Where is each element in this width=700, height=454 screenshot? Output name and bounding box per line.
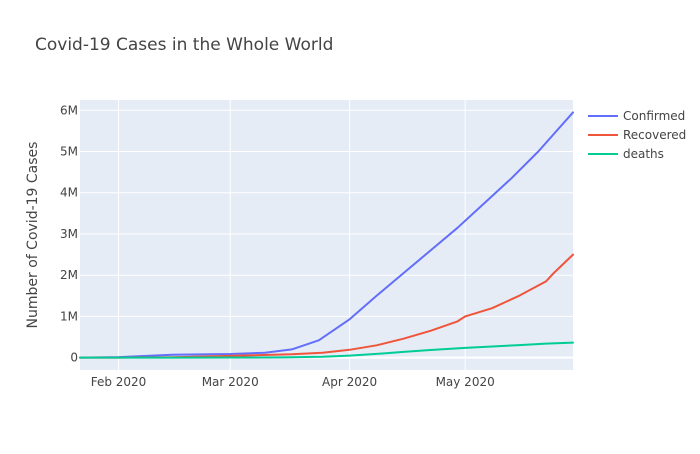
series-line-recovered	[79, 253, 574, 359]
x-tick-label: May 2020	[436, 375, 495, 389]
chart-title: Covid-19 Cases in the Whole World	[35, 35, 333, 55]
y-tick-label: 3M	[60, 227, 78, 241]
y-gridlines	[80, 109, 573, 359]
y-tick-label: 6M	[60, 103, 78, 117]
y-tick-label: 5M	[60, 145, 78, 159]
y-tick-label: 2M	[60, 268, 78, 282]
x-tick-labels: Feb 2020 Mar 2020 Apr 2020 May 2020	[91, 375, 495, 389]
legend-item-recovered[interactable]: Recovered	[588, 128, 686, 142]
y-tick-label: 0	[70, 351, 78, 365]
legend-item-confirmed[interactable]: Confirmed	[588, 109, 685, 123]
x-gridlines	[118, 100, 466, 370]
y-tick-label: 1M	[60, 309, 78, 323]
legend-item-deaths[interactable]: deaths	[588, 147, 664, 161]
x-tick-label: Mar 2020	[202, 375, 259, 389]
legend-label: deaths	[623, 147, 664, 161]
legend-label: Recovered	[623, 128, 686, 142]
x-tick-label: Feb 2020	[91, 375, 147, 389]
y-tick-label: 4M	[60, 186, 78, 200]
y-axis-title: Number of Covid-19 Cases	[25, 142, 41, 329]
legend-label: Confirmed	[623, 109, 685, 123]
series-line-confirmed	[79, 111, 574, 359]
series-lines	[79, 111, 574, 359]
x-tick-label: Apr 2020	[322, 375, 377, 389]
y-tick-labels: 0 1M 2M 3M 4M 5M 6M	[60, 103, 78, 364]
legend[interactable]: Confirmed Recovered deaths	[588, 109, 686, 161]
series-line-deaths	[79, 341, 574, 359]
plot-area	[80, 100, 573, 370]
